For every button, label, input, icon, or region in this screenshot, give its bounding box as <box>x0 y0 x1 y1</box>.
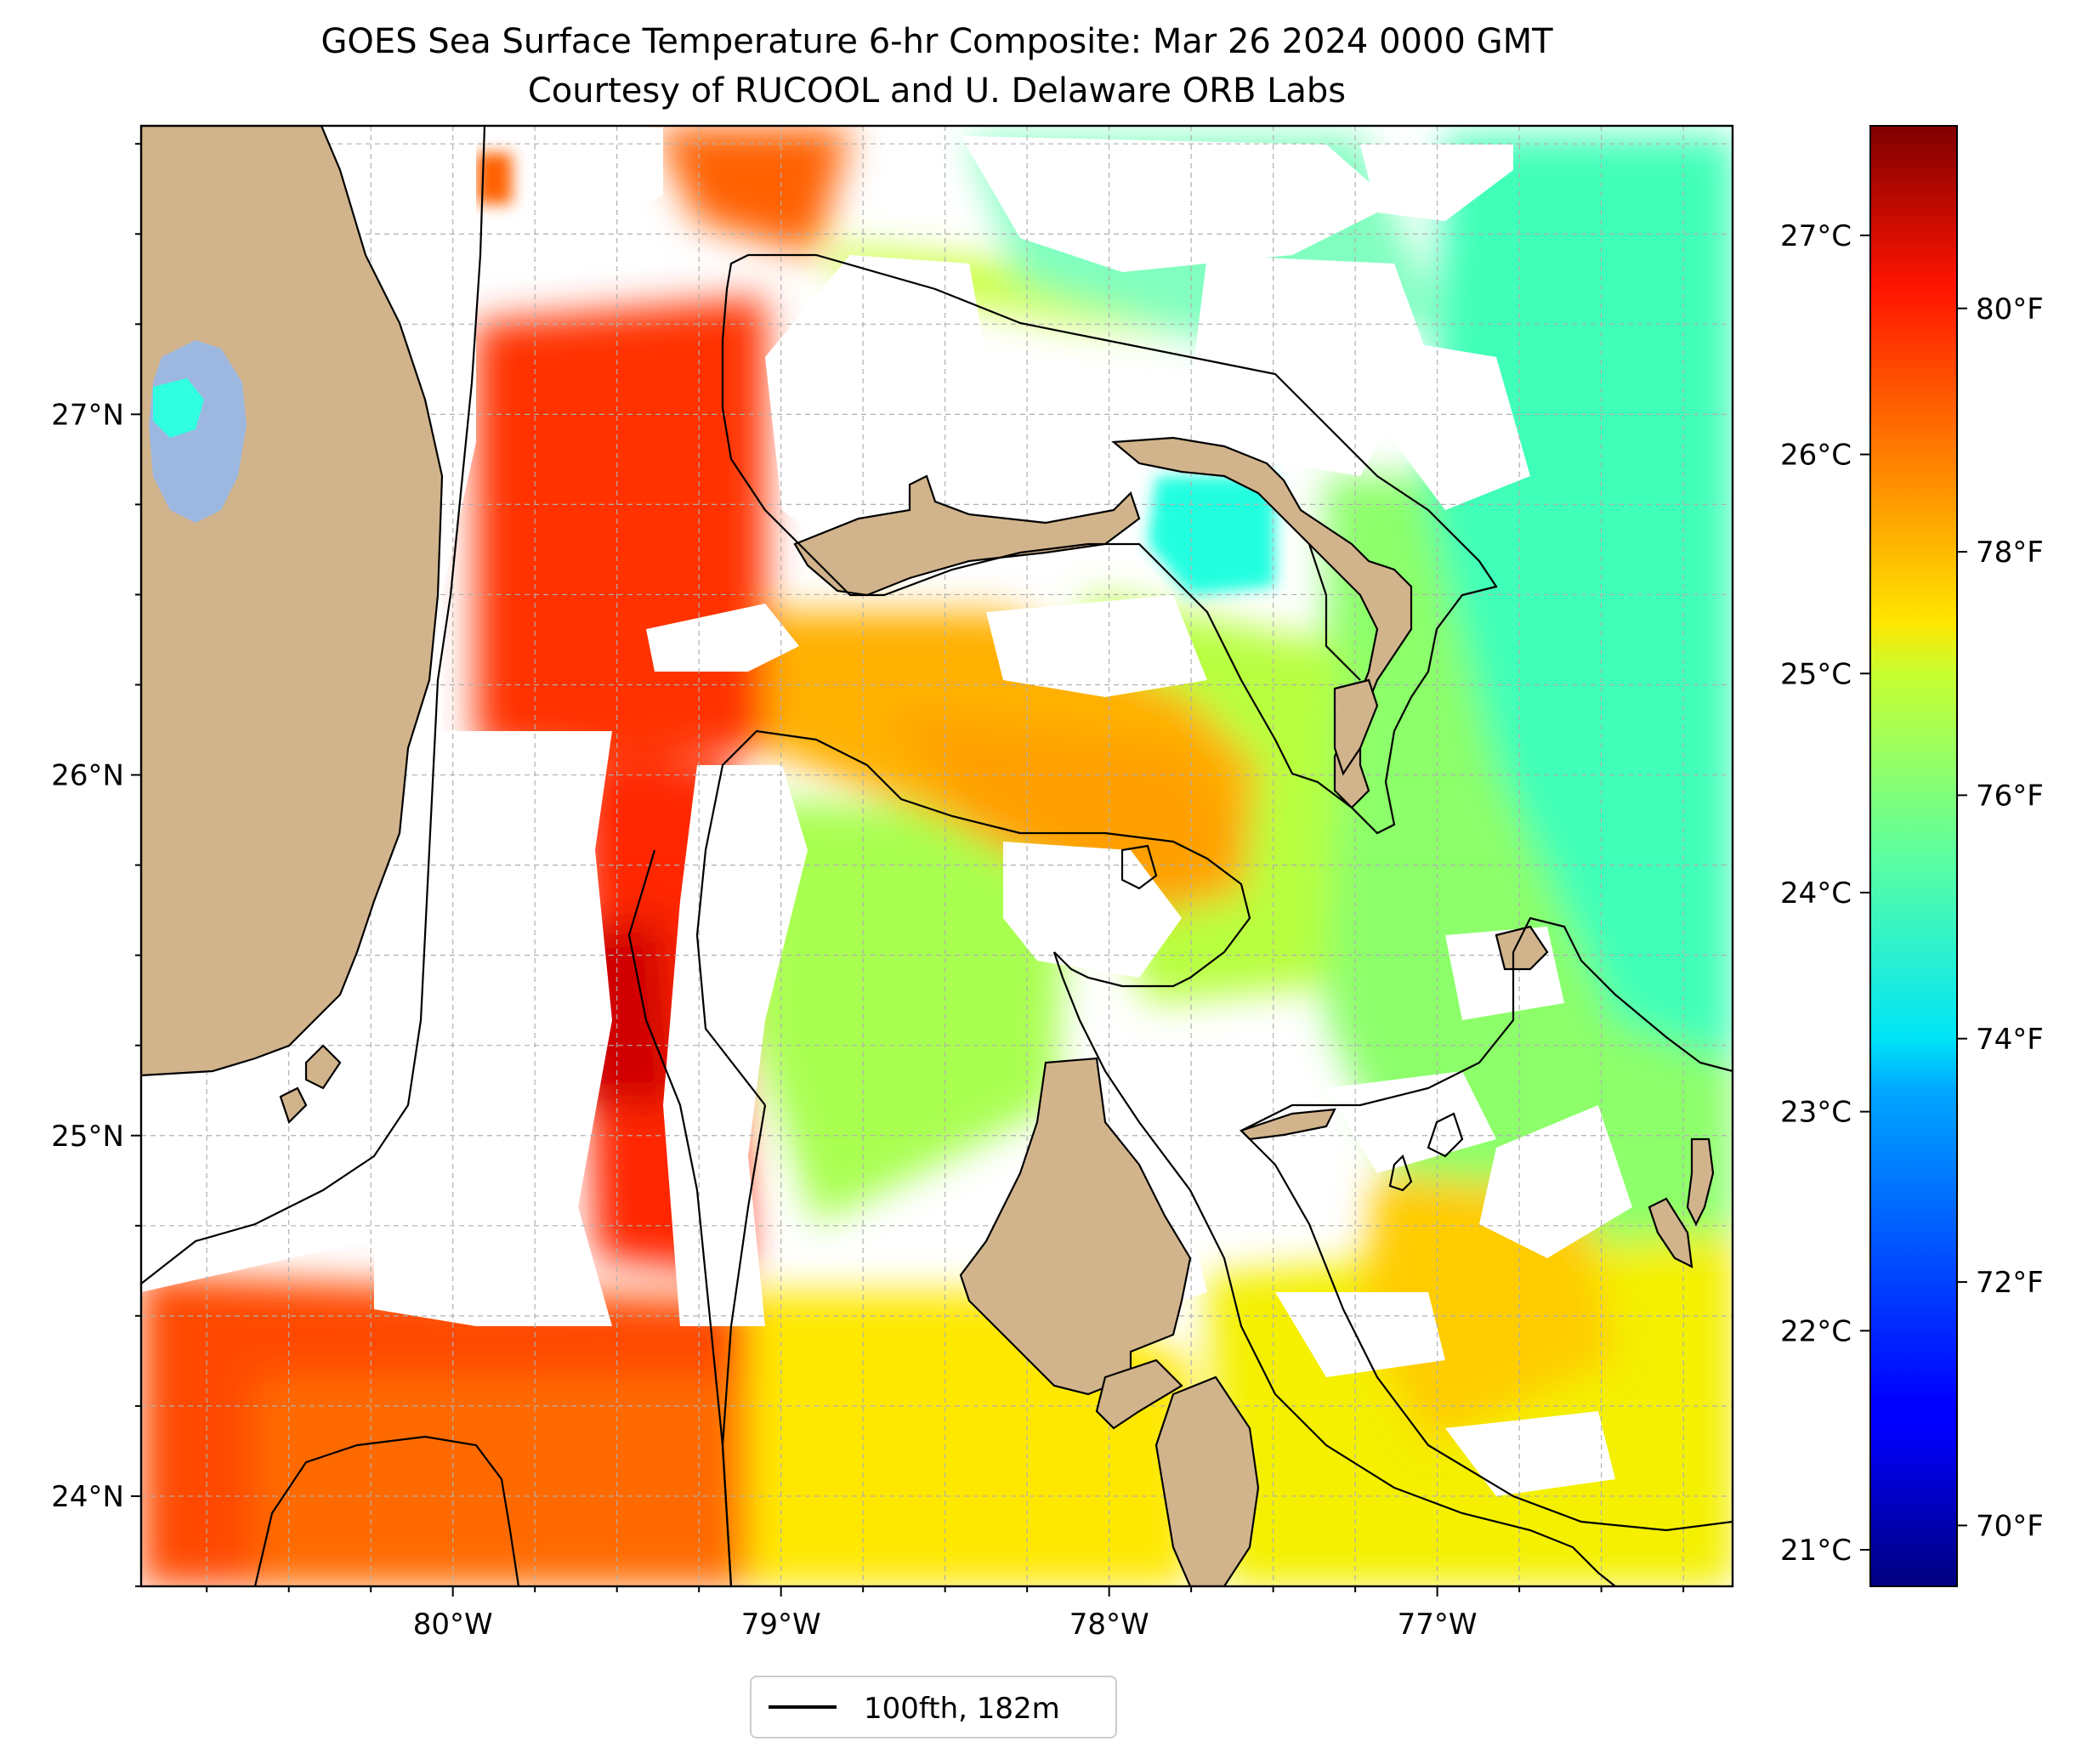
contour-great-bahama-bank <box>695 729 1616 1586</box>
colorbar-c-tick-label: 24°C <box>1780 876 1852 910</box>
lat-tick-label: 24°N <box>51 1480 124 1514</box>
colorbar-f-tick-label: 80°F <box>1976 292 2044 326</box>
contour-little-bahama-bank <box>721 253 1498 835</box>
colorbar-c-tick-label: 21°C <box>1780 1534 1852 1568</box>
lake-cold-pixels <box>153 378 204 438</box>
cloud-north-4 <box>1190 255 1428 476</box>
cloud-south-2 <box>1445 1411 1615 1496</box>
legend-frame <box>750 1676 1117 1738</box>
contour-ring-3 <box>1120 844 1158 890</box>
sst-northeast-teal <box>1428 136 1733 1063</box>
contour-100fth <box>141 126 1733 1586</box>
cloud-central <box>1003 842 1182 978</box>
land-florida-keys-2 <box>279 1086 308 1125</box>
cloud-central-north <box>986 595 1207 697</box>
colorbar-f-tick-label: 74°F <box>1976 1023 2044 1057</box>
lon-tick-label: 77°W <box>1398 1608 1478 1642</box>
cloud-gulfstream-gap <box>646 604 799 672</box>
colorbar-f-tick-label: 72°F <box>1976 1266 2044 1300</box>
land-andros <box>959 1057 1192 1396</box>
map-frame <box>139 124 1734 1588</box>
lat-tick-label: 26°N <box>51 759 124 793</box>
cloud-east-3 <box>1479 1105 1632 1258</box>
sst-cyan-patch-2 <box>1148 476 1275 595</box>
sst-central-yellowgreen <box>748 799 1071 1224</box>
sst-north-orange <box>655 128 850 255</box>
colorbar: 80°F 78°F 76°F 74°F 72°F 70°F 27°C 26°C 25°C 24°C… <box>1780 125 2044 1587</box>
cloud-south-east <box>1275 1292 1445 1377</box>
lat-tick-label: 25°N <box>51 1120 124 1154</box>
colorbar-c-tick-label: 22°C <box>1780 1314 1852 1348</box>
colorbar-ticks: 80°F 78°F 76°F 74°F 72°F 70°F 27°C 26°C 25°C 24°C… <box>1780 219 2044 1568</box>
sst-central-orange <box>893 714 1250 918</box>
lat-tick-label: 27°N <box>51 398 124 432</box>
land-florida-keys-1 <box>304 1044 342 1090</box>
legend-label: 100fth, 182m <box>864 1692 1060 1726</box>
colorbar-c-tick-label: 27°C <box>1780 219 1852 253</box>
title-line-1: GOES Sea Surface Temperature 6-hr Compos… <box>321 22 1553 61</box>
cloud-north-3 <box>1360 145 1513 221</box>
land-exuma <box>1648 1197 1693 1268</box>
title-line-2: Courtesy of RUCOOL and U. Delaware ORB L… <box>528 71 1346 111</box>
contour-exuma-sound <box>1240 916 1733 1132</box>
land-cat-island <box>1686 1137 1715 1227</box>
map-panel <box>141 126 1733 1586</box>
lon-tick-label: 79°W <box>741 1608 821 1642</box>
colorbar-c-tick-label: 23°C <box>1780 1096 1852 1130</box>
lon-tick-label: 80°W <box>413 1608 493 1642</box>
cloud-north-2 <box>961 136 1394 272</box>
contour-abaco-inner <box>1308 543 1361 681</box>
colorbar-c-tick-label: 26°C <box>1780 439 1852 473</box>
contour-ring-1 <box>1427 1112 1464 1158</box>
map-ticks: 80°W 79°W 78°W 77°W 27°N 26°N 25°N 24°N <box>51 143 1685 1642</box>
colorbar-c-tick-label: 25°C <box>1780 657 1852 691</box>
lon-tick-label: 78°W <box>1069 1608 1149 1642</box>
land-abaco-south <box>1333 678 1379 776</box>
contour-exuma-inner <box>1240 1130 1733 1532</box>
cloud-north-5 <box>1394 340 1530 510</box>
cloud-north-1 <box>765 255 986 561</box>
colorbar-f-tick-label: 78°F <box>1976 536 2044 570</box>
contour-cay-sal <box>253 1435 520 1586</box>
cloud-northwest-strip <box>544 128 663 221</box>
colorbar-f-tick-label: 76°F <box>1976 779 2044 813</box>
land-abaco-north <box>1111 436 1413 809</box>
land-andros-mid <box>1095 1358 1183 1430</box>
legend: 100fth, 182m <box>750 1676 1117 1738</box>
land-andros-south <box>1154 1375 1260 1586</box>
contour-west-strait-loop <box>627 849 733 1586</box>
contour-florida-shelf <box>141 126 486 1285</box>
contour-ring-2 <box>1388 1154 1413 1192</box>
colorbar-f-tick-label: 70°F <box>1976 1509 2044 1543</box>
colorbar-gradient <box>1869 125 1958 1587</box>
cloud-west-strait <box>374 731 612 1326</box>
